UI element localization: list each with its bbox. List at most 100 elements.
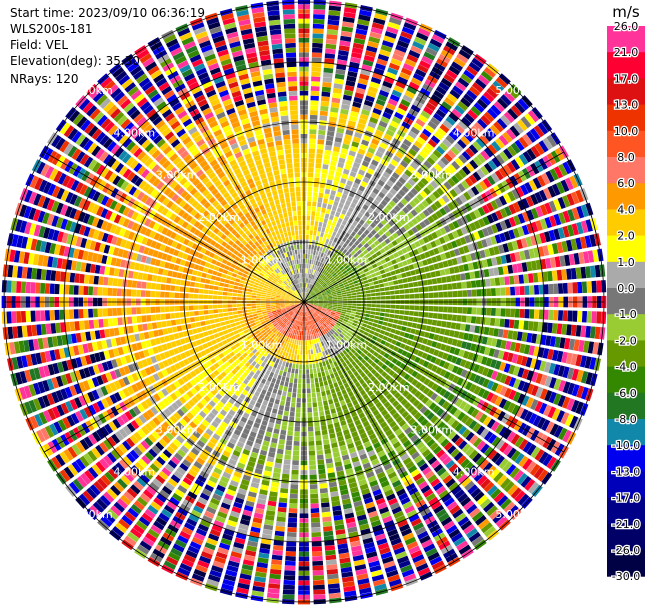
velocity-gate [420, 110, 431, 120]
velocity-gate [393, 85, 404, 94]
velocity-gate [329, 269, 334, 274]
velocity-gate [385, 272, 392, 277]
velocity-gate [308, 303, 313, 307]
velocity-gate [327, 472, 336, 478]
velocity-gate [454, 104, 465, 115]
velocity-gate [337, 217, 343, 224]
velocity-gate [308, 302, 314, 304]
velocity-gate [395, 360, 402, 367]
velocity-gate [491, 338, 498, 347]
velocity-gate [347, 305, 352, 308]
velocity-gate [476, 168, 486, 179]
velocity-gate [312, 280, 316, 285]
velocity-gate [307, 402, 312, 408]
velocity-gate [371, 159, 379, 167]
velocity-gate [447, 164, 457, 174]
velocity-gate [389, 285, 395, 291]
velocity-gate [444, 251, 452, 259]
velocity-gate [348, 282, 354, 286]
velocity-gate [334, 285, 340, 289]
velocity-gate [408, 49, 421, 59]
velocity-gate [493, 349, 500, 359]
velocity-gate [490, 224, 499, 234]
velocity-gate [506, 161, 517, 173]
velocity-gate [578, 252, 585, 264]
velocity-gate [335, 322, 341, 327]
velocity-gate [317, 139, 325, 145]
velocity-gate [375, 271, 381, 276]
velocity-gate [450, 322, 457, 330]
velocity-gate [566, 193, 575, 206]
velocity-gate [469, 159, 479, 170]
velocity-gate [282, 594, 295, 600]
velocity-gate [415, 215, 423, 223]
velocity-gate [444, 268, 451, 275]
velocity-gate [456, 218, 464, 227]
velocity-gate [514, 308, 520, 318]
velocity-gate [318, 376, 323, 383]
velocity-gate [427, 279, 433, 285]
velocity-gate [445, 116, 456, 126]
velocity-gate [317, 372, 322, 378]
velocity-gate [402, 321, 408, 327]
velocity-gate [385, 295, 391, 300]
velocity-gate [533, 284, 540, 295]
velocity-gate [313, 265, 317, 271]
velocity-gate [317, 293, 322, 297]
velocity-gate [488, 247, 496, 257]
velocity-gate [452, 290, 458, 298]
velocity-gate [495, 287, 501, 296]
velocity-gate [379, 211, 387, 218]
velocity-gate [475, 137, 486, 149]
velocity-gate [417, 317, 423, 324]
velocity-gate [470, 280, 477, 288]
velocity-gate [335, 313, 341, 317]
velocity-gate [335, 211, 341, 218]
velocity-gate [286, 440, 293, 446]
velocity-gate [284, 570, 296, 576]
velocity-gate [324, 453, 332, 459]
velocity-gate [333, 283, 339, 288]
velocity-gate [294, 349, 298, 355]
velocity-gate [517, 226, 525, 237]
velocity-gate [472, 141, 482, 152]
velocity-gate [423, 173, 433, 183]
velocity-gate [391, 339, 397, 345]
velocity-gate [425, 354, 433, 362]
velocity-gate [295, 344, 299, 350]
velocity-gate [305, 292, 308, 298]
velocity-gate [334, 78, 344, 85]
velocity-gate [321, 247, 326, 253]
velocity-gate [395, 180, 404, 189]
velocity-gate [504, 276, 510, 285]
velocity-gate [502, 351, 510, 361]
velocity-gate [319, 217, 324, 223]
velocity-gate [317, 307, 322, 311]
velocity-gate [414, 356, 421, 364]
velocity-gate [318, 473, 327, 479]
velocity-gate [339, 240, 345, 247]
velocity-gate [428, 264, 435, 271]
velocity-gate [301, 326, 304, 331]
velocity-gate [307, 295, 311, 299]
velocity-gate [516, 263, 523, 273]
velocity-gate [316, 153, 323, 159]
velocity-gate [507, 402, 516, 413]
velocity-gate [442, 284, 448, 291]
velocity-gate [304, 278, 306, 283]
velocity-gate [376, 244, 383, 250]
velocity-gate [493, 245, 500, 255]
velocity-gate [309, 284, 313, 289]
velocity-gate [328, 262, 333, 268]
velocity-gate [336, 64, 347, 71]
velocity-gate [388, 219, 395, 227]
velocity-gate [329, 433, 336, 439]
velocity-gate [379, 248, 386, 254]
velocity-gate [318, 304, 323, 307]
velocity-gate [307, 254, 310, 259]
velocity-gate [305, 345, 308, 350]
velocity-gate [310, 249, 314, 255]
velocity-gate [308, 303, 314, 305]
velocity-gate [546, 134, 557, 148]
velocity-gate [340, 30, 353, 38]
